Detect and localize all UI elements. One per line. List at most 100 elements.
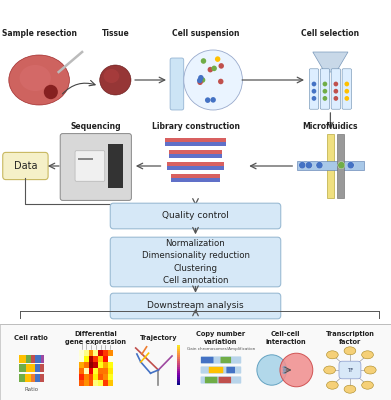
Bar [93,356,99,362]
Bar [35,374,40,382]
Circle shape [201,58,206,64]
Polygon shape [313,52,348,72]
Bar [89,368,94,374]
Circle shape [344,82,349,86]
Circle shape [280,353,313,387]
Text: Transcription
factor: Transcription factor [325,331,375,345]
Bar [35,364,40,372]
Bar [108,374,113,380]
Ellipse shape [20,65,51,91]
Ellipse shape [282,371,286,374]
Text: Copy number
variation: Copy number variation [196,331,246,345]
Bar [167,166,224,170]
Bar [177,357,180,359]
Bar [79,374,84,380]
Text: Cell-cell
interaction: Cell-cell interaction [265,331,306,345]
FancyBboxPatch shape [110,237,281,287]
Bar [79,362,84,368]
Bar [169,150,222,154]
Bar [177,377,180,379]
Bar [103,374,108,380]
Ellipse shape [324,366,335,374]
Text: Cell suspension: Cell suspension [172,30,239,38]
Text: Tissue: Tissue [102,30,129,38]
Bar [108,380,113,386]
Text: Data: Data [14,161,37,171]
Text: Cell selection: Cell selection [301,30,359,38]
Bar [89,362,94,368]
Circle shape [205,97,210,103]
Circle shape [184,50,242,110]
Circle shape [323,82,327,86]
Bar [167,162,224,166]
Bar [93,362,99,368]
Ellipse shape [283,369,287,371]
Bar [103,350,108,356]
Circle shape [312,82,316,86]
Bar [40,364,44,372]
Bar [165,142,226,146]
Circle shape [198,75,204,80]
Circle shape [338,162,345,169]
Circle shape [210,97,216,103]
FancyBboxPatch shape [75,151,105,181]
Bar [84,374,89,380]
Bar [31,355,35,363]
Circle shape [257,355,287,385]
Bar [19,355,26,363]
FancyBboxPatch shape [342,69,352,109]
Bar [98,368,103,374]
Circle shape [344,89,349,94]
Ellipse shape [344,385,356,393]
Bar [177,359,180,361]
Ellipse shape [100,65,131,95]
Bar [177,351,180,353]
Bar [89,374,94,380]
Bar [171,174,220,178]
Ellipse shape [364,366,376,374]
Bar [177,375,180,377]
Bar [169,154,222,158]
FancyBboxPatch shape [339,361,361,379]
Circle shape [299,162,306,169]
Text: Sample resection: Sample resection [2,30,77,38]
Ellipse shape [104,69,119,83]
Circle shape [344,96,349,101]
Text: Sequencing: Sequencing [70,122,121,131]
FancyBboxPatch shape [331,69,341,109]
Text: Normalization
Dimensionality reduction
Clustering
Cell annotation: Normalization Dimensionality reduction C… [142,239,249,285]
Circle shape [305,162,312,169]
Bar [84,362,89,368]
Bar [79,380,84,386]
Bar [103,368,108,374]
FancyBboxPatch shape [219,377,231,383]
Bar [30,374,35,382]
Text: Ratio: Ratio [24,387,38,392]
Bar [98,350,103,356]
Circle shape [200,77,205,83]
Circle shape [347,162,354,169]
Bar [93,380,99,386]
Bar [108,356,113,362]
Bar [89,356,94,362]
Text: Cell ratio: Cell ratio [14,335,48,341]
Circle shape [323,96,327,101]
FancyBboxPatch shape [226,367,235,373]
Bar [93,374,99,380]
Bar [177,383,180,385]
Bar [93,350,99,356]
Bar [165,138,226,142]
Ellipse shape [362,351,373,359]
Bar [103,380,108,386]
Bar [108,362,113,368]
Circle shape [334,96,338,101]
Bar [89,350,94,356]
Bar [177,369,180,371]
Bar [108,144,123,188]
Circle shape [219,63,224,69]
FancyBboxPatch shape [320,69,330,109]
Bar [108,368,113,374]
Text: Microfluidics: Microfluidics [303,122,358,131]
FancyBboxPatch shape [221,357,231,363]
Bar [177,363,180,365]
